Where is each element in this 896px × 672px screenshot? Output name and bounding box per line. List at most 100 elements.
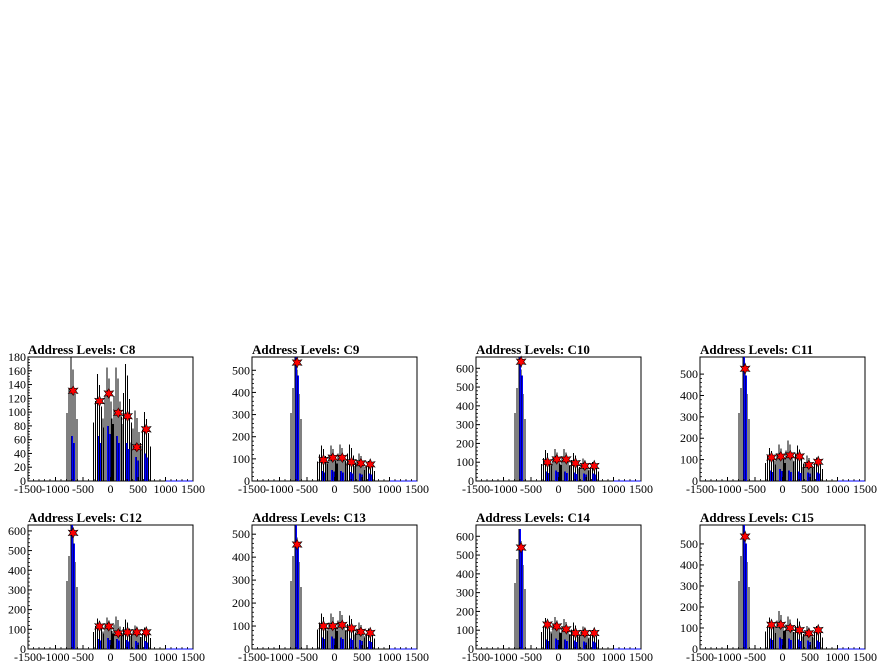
- y-tick-label: 400: [456, 399, 474, 413]
- x-tick-label: 500: [129, 482, 147, 496]
- peak-marker-7: [812, 455, 824, 469]
- peak-marker-3: [103, 387, 115, 400]
- peak-marker-4: [112, 626, 124, 640]
- x-tick-label: -500: [72, 650, 94, 664]
- y-tick-label: 300: [232, 573, 250, 587]
- y-tick-label: 400: [680, 558, 698, 572]
- peak-marker-7: [588, 459, 600, 473]
- peak-marker-3: [551, 453, 563, 466]
- x-tick-label: 1500: [181, 650, 205, 664]
- y-tick-label: 160: [8, 364, 26, 378]
- x-tick-label: 500: [129, 650, 147, 664]
- y-tick-label: 0: [20, 474, 26, 488]
- x-tick-label: 1500: [853, 650, 877, 664]
- chart-title: Address Levels: C8: [28, 342, 136, 357]
- y-tick-label: 100: [8, 405, 26, 419]
- y-tick-label: 20: [14, 460, 26, 474]
- peak-marker-7: [140, 625, 152, 639]
- x-tick-label: 1000: [378, 650, 402, 664]
- y-tick-label: 0: [692, 474, 698, 488]
- peak-marker-6: [579, 626, 591, 640]
- y-tick-label: 100: [232, 619, 250, 633]
- y-tick-label: 200: [232, 596, 250, 610]
- y-tick-label: 500: [680, 367, 698, 381]
- chart-panel-5: Address Levels: C12 0 100 200 300 400 500 600 -1…: [8, 510, 205, 664]
- y-tick-label: 0: [20, 642, 26, 656]
- y-tick-label: 100: [680, 453, 698, 467]
- chart-title: Address Levels: C10: [476, 342, 590, 357]
- x-tick-label: 1000: [602, 650, 626, 664]
- x-tick-label: 500: [577, 482, 595, 496]
- x-tick-label: 1500: [629, 482, 653, 496]
- peak-marker-6: [355, 456, 367, 470]
- x-tick-label: -1000: [490, 650, 518, 664]
- peak-marker-5: [346, 622, 358, 635]
- y-tick-label: 100: [456, 455, 474, 469]
- y-tick-label: 200: [232, 430, 250, 444]
- peak-marker-3: [775, 618, 787, 632]
- y-tick-label: 300: [456, 418, 474, 432]
- peak-marker-4: [560, 453, 572, 466]
- y-tick-label: 300: [456, 586, 474, 600]
- x-tick-label: -500: [296, 482, 318, 496]
- y-tick-label: 80: [14, 419, 26, 433]
- x-tick-label: -500: [520, 482, 542, 496]
- peak-marker-4: [336, 618, 348, 632]
- x-tick-label: -1000: [714, 482, 742, 496]
- peak-marker-6: [131, 440, 143, 454]
- peak-marker-4: [560, 622, 572, 636]
- y-tick-label: 0: [468, 642, 474, 656]
- y-tick-label: 140: [8, 378, 26, 392]
- y-tick-label: 400: [232, 385, 250, 399]
- chart-title: Address Levels: C13: [252, 510, 366, 525]
- x-tick-label: 1000: [378, 482, 402, 496]
- chart-title: Address Levels: C14: [476, 510, 590, 525]
- y-tick-label: 200: [680, 600, 698, 614]
- x-tick-label: 1500: [181, 482, 205, 496]
- peak-marker-6: [131, 625, 143, 639]
- peak-marker-4: [784, 621, 796, 635]
- peak-marker-6: [579, 459, 591, 473]
- x-tick-label: -1000: [714, 650, 742, 664]
- y-tick-label: 300: [680, 579, 698, 593]
- x-tick-label: 0: [108, 482, 114, 496]
- x-tick-label: -1500: [238, 482, 266, 496]
- chart-panel-1: Address Levels: C80204060801001201401601…: [8, 342, 205, 496]
- y-tick-label: 500: [456, 548, 474, 562]
- y-tick-label: 600: [456, 361, 474, 375]
- chart-panel-6: Address Levels: C13 0 100 200 300 400 500 -1500…: [232, 510, 429, 664]
- chart-title: Address Levels: C11: [700, 342, 813, 357]
- peak-marker-3: [775, 450, 787, 463]
- x-tick-label: -1500: [686, 650, 714, 664]
- peak-marker-4: [784, 449, 796, 462]
- peak-marker-1: [739, 530, 751, 543]
- y-tick-label: 0: [692, 642, 698, 656]
- y-tick-label: 200: [456, 436, 474, 450]
- x-tick-label: -500: [744, 650, 766, 664]
- chart-panel-8: Address Levels: C15 0 100 200 300 400 500 -1500…: [680, 510, 877, 664]
- x-tick-label: 0: [556, 482, 562, 496]
- chart-title: Address Levels: C12: [28, 510, 142, 525]
- chart-panel-4: Address Levels: C11 0 100 200 300 400 500 -1500…: [680, 342, 877, 496]
- y-tick-label: 600: [8, 524, 26, 538]
- y-tick-label: 40: [14, 446, 26, 460]
- y-tick-label: 0: [244, 642, 250, 656]
- y-tick-label: 200: [680, 431, 698, 445]
- x-tick-label: 1000: [826, 482, 850, 496]
- peak-marker-1: [739, 362, 751, 376]
- y-tick-label: 180: [8, 350, 26, 364]
- peak-marker-2: [542, 455, 553, 469]
- y-tick-label: 0: [468, 474, 474, 488]
- y-tick-label: 400: [680, 388, 698, 402]
- y-tick-label: 300: [8, 583, 26, 597]
- peak-marker-7: [364, 626, 376, 640]
- chart-title: Address Levels: C15: [700, 510, 814, 525]
- peak-marker-1: [67, 526, 79, 540]
- x-tick-label: 1500: [629, 650, 653, 664]
- peak-marker-1: [515, 355, 527, 369]
- peak-marker-2: [94, 620, 105, 633]
- y-tick-label: 300: [680, 410, 698, 424]
- peak-marker-5: [794, 623, 806, 637]
- x-tick-label: -1000: [490, 482, 518, 496]
